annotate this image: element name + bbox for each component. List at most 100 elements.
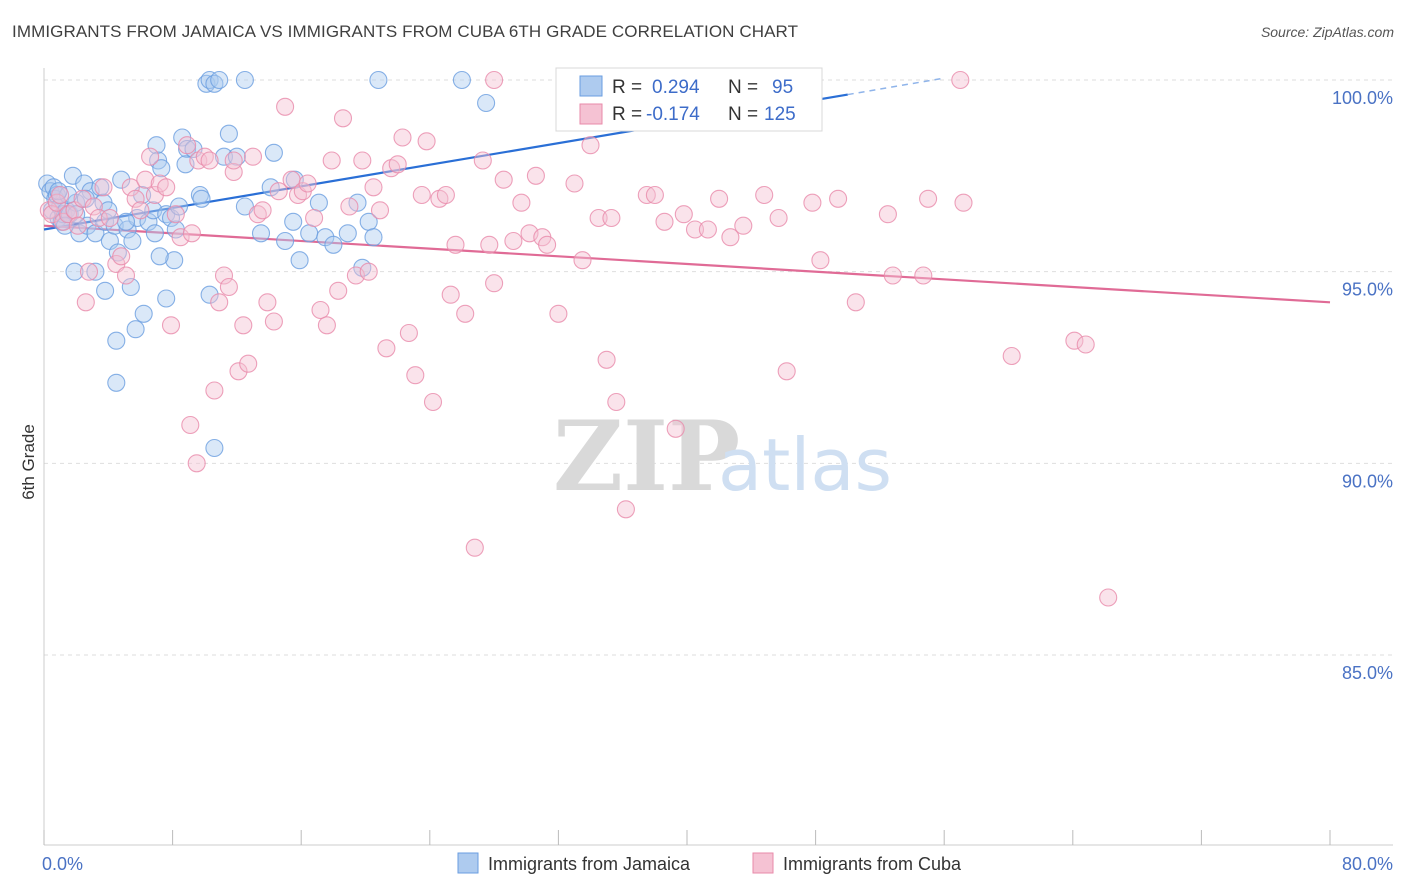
point-cuba-90 bbox=[549, 304, 568, 323]
point-cuba-110 bbox=[769, 208, 788, 228]
stats-n-label-cuba: N = bbox=[728, 104, 758, 125]
point-cuba-21 bbox=[136, 170, 155, 189]
point-cuba-72 bbox=[417, 132, 436, 151]
watermark-zip: ZIP bbox=[553, 400, 740, 513]
point-cuba-100 bbox=[645, 185, 664, 205]
point-cuba-47 bbox=[269, 182, 288, 201]
point-cuba-22 bbox=[141, 147, 160, 166]
point-jamaica-37 bbox=[178, 139, 197, 159]
point-cuba-57 bbox=[329, 281, 348, 300]
point-cuba-48 bbox=[276, 97, 295, 116]
point-cuba-40 bbox=[234, 316, 253, 335]
point-cuba-59 bbox=[340, 197, 359, 216]
point-cuba-9 bbox=[76, 293, 95, 312]
point-cuba-97 bbox=[607, 392, 626, 412]
point-cuba-108 bbox=[734, 216, 753, 235]
point-cuba-69 bbox=[399, 323, 418, 343]
point-cuba-34 bbox=[205, 381, 224, 400]
point-jamaica-78 bbox=[205, 438, 224, 458]
point-cuba-45 bbox=[258, 293, 277, 312]
x-tick-start: 0.0% bbox=[42, 854, 83, 874]
point-cuba-61 bbox=[353, 151, 372, 170]
stats-r-value-cuba: -0.174 bbox=[646, 104, 700, 125]
point-jamaica-75 bbox=[157, 289, 176, 308]
point-cuba-126 bbox=[224, 151, 243, 170]
watermark: ZIP atlas bbox=[553, 400, 892, 513]
point-jamaica-56 bbox=[300, 224, 319, 243]
point-cuba-89 bbox=[538, 235, 557, 254]
point-cuba-7 bbox=[68, 216, 87, 235]
point-cuba-25 bbox=[157, 178, 176, 197]
point-cuba-78 bbox=[456, 304, 475, 323]
stats-n-value-jamaica: 95 bbox=[772, 77, 793, 98]
point-cuba-73 bbox=[423, 392, 443, 412]
point-cuba-112 bbox=[803, 193, 822, 212]
point-cuba-124 bbox=[1099, 588, 1118, 607]
point-cuba-28 bbox=[171, 228, 190, 247]
point-cuba-91 bbox=[565, 174, 584, 193]
point-cuba-52 bbox=[298, 174, 317, 193]
point-cuba-123 bbox=[1076, 335, 1095, 354]
point-cuba-44 bbox=[253, 201, 272, 220]
point-jamaica-51 bbox=[264, 143, 283, 162]
point-cuba-122 bbox=[1065, 331, 1084, 350]
point-cuba-33 bbox=[200, 151, 219, 170]
point-cuba-18 bbox=[121, 178, 140, 197]
point-jamaica-67 bbox=[477, 93, 496, 113]
point-cuba-55 bbox=[317, 316, 336, 335]
point-jamaica-79 bbox=[107, 373, 126, 392]
point-cuba-109 bbox=[755, 185, 774, 205]
point-cuba-19 bbox=[126, 189, 145, 208]
point-jamaica-72 bbox=[121, 277, 140, 297]
point-jamaica-44 bbox=[214, 147, 234, 166]
y-tick-label-3: 85.0% bbox=[1342, 663, 1393, 683]
point-cuba-35 bbox=[210, 293, 229, 312]
point-cuba-65 bbox=[377, 339, 396, 358]
point-cuba-104 bbox=[685, 220, 705, 239]
point-jamaica-23 bbox=[112, 170, 131, 189]
point-cuba-128 bbox=[181, 415, 200, 435]
point-jamaica-32 bbox=[152, 159, 171, 178]
point-cuba-27 bbox=[166, 205, 185, 224]
point-cuba-53 bbox=[305, 208, 324, 228]
point-jamaica-65 bbox=[369, 70, 388, 90]
point-cuba-113 bbox=[811, 251, 830, 270]
point-cuba-107 bbox=[721, 228, 740, 247]
stats-box: R = 0.294 N = 95 R = -0.174 N = 125 bbox=[555, 67, 823, 132]
point-jamaica-60 bbox=[338, 224, 357, 243]
point-jamaica-52 bbox=[276, 231, 295, 251]
y-tick-label-2: 90.0% bbox=[1342, 471, 1393, 491]
point-cuba-77 bbox=[446, 235, 465, 254]
point-cuba-46 bbox=[264, 312, 283, 331]
point-cuba-87 bbox=[526, 166, 545, 185]
point-cuba-84 bbox=[504, 231, 523, 251]
trend-line-cuba bbox=[43, 224, 1331, 304]
point-cuba-41 bbox=[239, 354, 258, 373]
point-jamaica-18 bbox=[86, 224, 105, 243]
point-cuba-125 bbox=[951, 70, 970, 90]
point-cuba-98 bbox=[616, 500, 635, 519]
point-cuba-75 bbox=[436, 185, 455, 205]
point-jamaica-92 bbox=[99, 201, 118, 220]
point-jamaica-69 bbox=[86, 262, 105, 281]
point-jamaica-70 bbox=[96, 281, 115, 300]
stats-swatch-jamaica bbox=[579, 75, 603, 97]
point-cuba-70 bbox=[406, 366, 425, 385]
point-jamaica-49 bbox=[251, 224, 271, 243]
point-cuba-129 bbox=[187, 454, 206, 473]
legend-label-jamaica: Immigrants from Jamaica bbox=[488, 854, 691, 874]
point-cuba-82 bbox=[485, 274, 504, 293]
point-jamaica-59 bbox=[324, 235, 343, 254]
point-jamaica-53 bbox=[284, 212, 303, 231]
point-cuba-105 bbox=[698, 220, 717, 239]
point-jamaica-86 bbox=[116, 212, 136, 231]
point-cuba-80 bbox=[473, 151, 492, 170]
point-cuba-93 bbox=[581, 136, 600, 155]
stats-n-label-jamaica: N = bbox=[728, 77, 758, 98]
point-cuba-67 bbox=[388, 155, 407, 174]
point-cuba-127 bbox=[485, 70, 504, 90]
y-axis-label: 6th Grade bbox=[19, 424, 38, 500]
legend-label-cuba: Immigrants from Cuba bbox=[783, 854, 962, 874]
y-tick-label-1: 95.0% bbox=[1342, 280, 1393, 300]
point-cuba-102 bbox=[666, 419, 685, 438]
